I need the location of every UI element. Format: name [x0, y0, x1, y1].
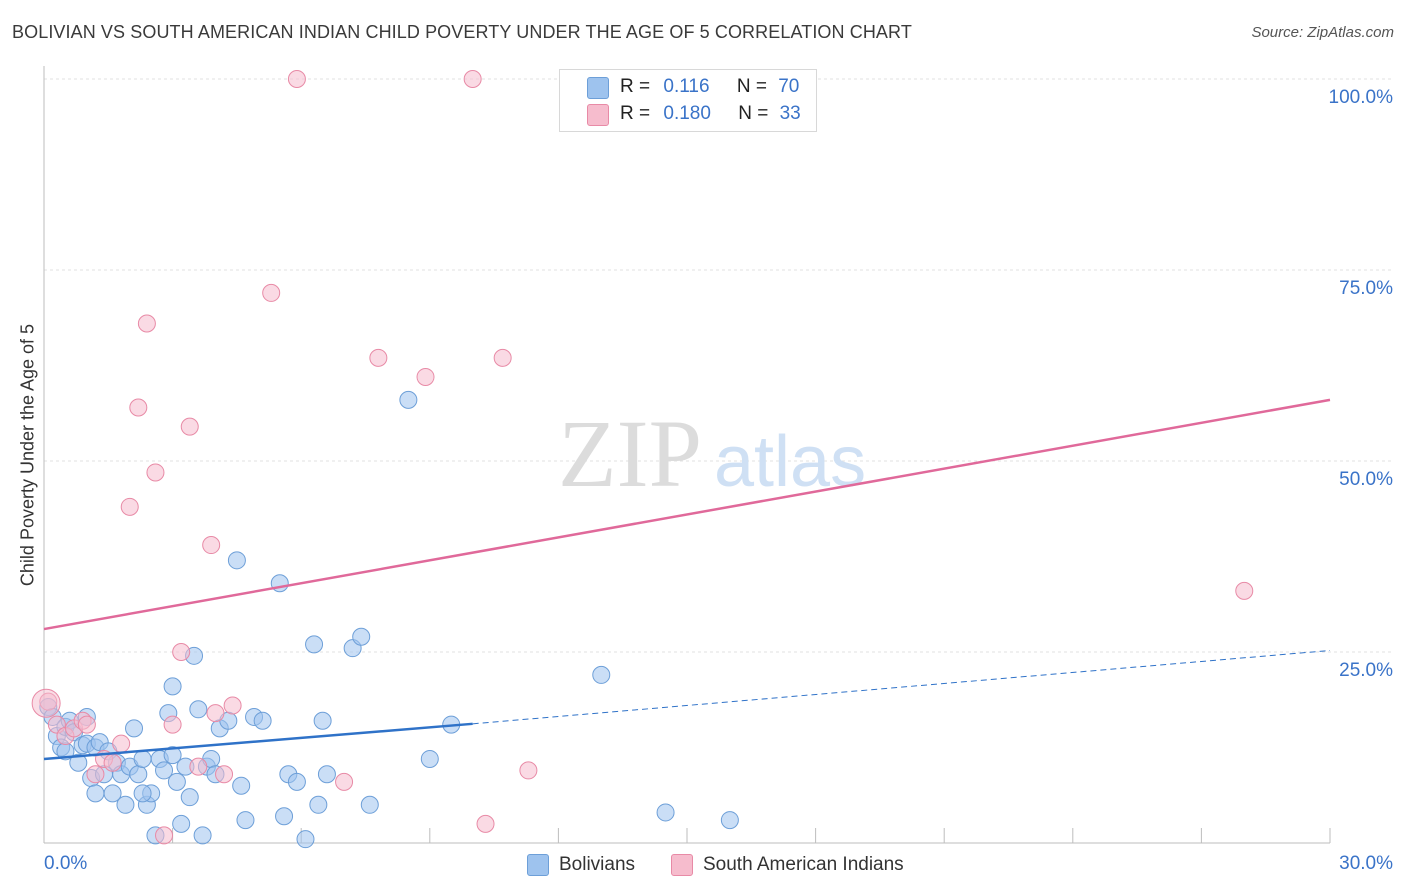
- legend-r-label: R =: [620, 76, 651, 97]
- trend-line-bolivians: [43, 722, 473, 761]
- legend-n-value: 33: [779, 103, 801, 124]
- y-tick-label: 50.0%: [1339, 469, 1393, 490]
- legend-swatch-south-american-indians: [587, 104, 609, 126]
- data-point: [86, 765, 105, 784]
- data-point: [112, 734, 131, 753]
- legend-r-value: 0.180: [663, 103, 711, 124]
- legend-n-value: 70: [778, 76, 800, 97]
- y-tick-label: 75.0%: [1339, 278, 1393, 299]
- data-point: [129, 765, 148, 784]
- series-swatch-bolivians: [527, 854, 549, 876]
- data-point: [519, 761, 538, 780]
- data-point: [1235, 581, 1254, 600]
- data-point: [720, 811, 739, 830]
- data-point: [656, 803, 675, 822]
- data-point: [172, 814, 191, 833]
- trend-line-bolivians-extrapolated: [472, 649, 1331, 725]
- data-point: [125, 719, 144, 738]
- x-tick-label: 0.0%: [44, 853, 87, 874]
- data-point: [189, 700, 208, 719]
- data-point: [146, 463, 165, 482]
- data-point: [287, 772, 306, 791]
- data-point: [133, 784, 152, 803]
- data-point: [133, 749, 152, 768]
- legend-r-label: R =: [620, 103, 651, 124]
- data-point: [275, 807, 294, 826]
- trend-line-south-american-indians: [43, 398, 1331, 631]
- data-point: [155, 826, 174, 845]
- legend-n-label: N =: [738, 103, 769, 124]
- data-point-cluster: [31, 688, 61, 718]
- series-label-south-american-indians: South American Indians: [703, 854, 904, 875]
- data-point: [189, 757, 208, 776]
- source-credit: Source: ZipAtlas.com: [1251, 24, 1394, 41]
- legend-swatch-bolivians: [587, 77, 609, 99]
- trend-lines: [43, 398, 1331, 761]
- y-tick-label: 25.0%: [1339, 660, 1393, 681]
- gridlines: [44, 78, 1392, 653]
- correlation-legend: R = 0.116 N = 70 R = 0.180 N = 33: [559, 69, 817, 132]
- data-point: [86, 784, 105, 803]
- data-point: [420, 749, 439, 768]
- data-point: [317, 765, 336, 784]
- legend-r-value: 0.116: [663, 76, 710, 97]
- data-point: [77, 715, 96, 734]
- series-legend-south-american-indians[interactable]: South American Indians: [671, 852, 904, 878]
- data-point: [193, 826, 212, 845]
- data-point: [416, 367, 435, 386]
- data-point: [172, 643, 191, 661]
- data-point: [129, 398, 148, 417]
- series-label-bolivians: Bolivians: [559, 854, 636, 875]
- data-points: [31, 70, 1254, 849]
- data-point: [69, 753, 88, 772]
- data-point: [369, 348, 388, 367]
- watermark-zip: ZIP: [558, 400, 702, 507]
- data-point: [360, 795, 379, 814]
- data-point: [236, 811, 255, 830]
- data-point: [352, 627, 371, 646]
- chart-title: BOLIVIAN VS SOUTH AMERICAN INDIAN CHILD …: [12, 22, 912, 42]
- data-point: [253, 711, 272, 730]
- data-point: [262, 283, 281, 302]
- data-point: [287, 70, 306, 88]
- data-point: [163, 746, 182, 765]
- x-tick-label: 30.0%: [1339, 853, 1393, 874]
- data-point: [163, 677, 182, 696]
- data-point: [167, 772, 186, 791]
- data-point: [223, 696, 242, 715]
- data-point: [305, 635, 324, 654]
- data-point: [120, 497, 139, 516]
- data-point: [476, 814, 495, 833]
- legend-n-label: N =: [736, 76, 767, 97]
- data-point: [116, 795, 135, 814]
- data-point: [137, 314, 156, 333]
- data-point: [493, 348, 512, 367]
- series-swatch-south-american-indians: [671, 854, 693, 876]
- data-point: [309, 795, 328, 814]
- data-point: [335, 772, 354, 791]
- watermark-atlas: atlas: [714, 422, 866, 502]
- data-point: [180, 788, 199, 807]
- data-point: [206, 704, 225, 723]
- data-point: [215, 765, 234, 784]
- data-point: [103, 753, 122, 772]
- series-legend: Bolivians South American Indians: [0, 852, 1406, 878]
- data-point: [463, 70, 482, 88]
- data-point: [155, 761, 174, 780]
- data-point: [592, 665, 611, 684]
- data-point: [313, 711, 332, 730]
- tick-labels: 100.0% 75.0% 50.0% 25.0% 0.0% 30.0%: [44, 87, 1393, 874]
- series-legend-bolivians[interactable]: Bolivians: [527, 852, 635, 878]
- y-tick-label: 100.0%: [1329, 87, 1394, 108]
- data-point: [227, 551, 246, 570]
- data-point: [232, 776, 251, 795]
- data-point: [180, 417, 199, 436]
- data-point: [163, 715, 182, 734]
- watermark: ZIP atlas: [558, 400, 866, 507]
- data-point: [202, 536, 221, 555]
- data-point: [399, 390, 418, 409]
- data-point: [296, 830, 315, 849]
